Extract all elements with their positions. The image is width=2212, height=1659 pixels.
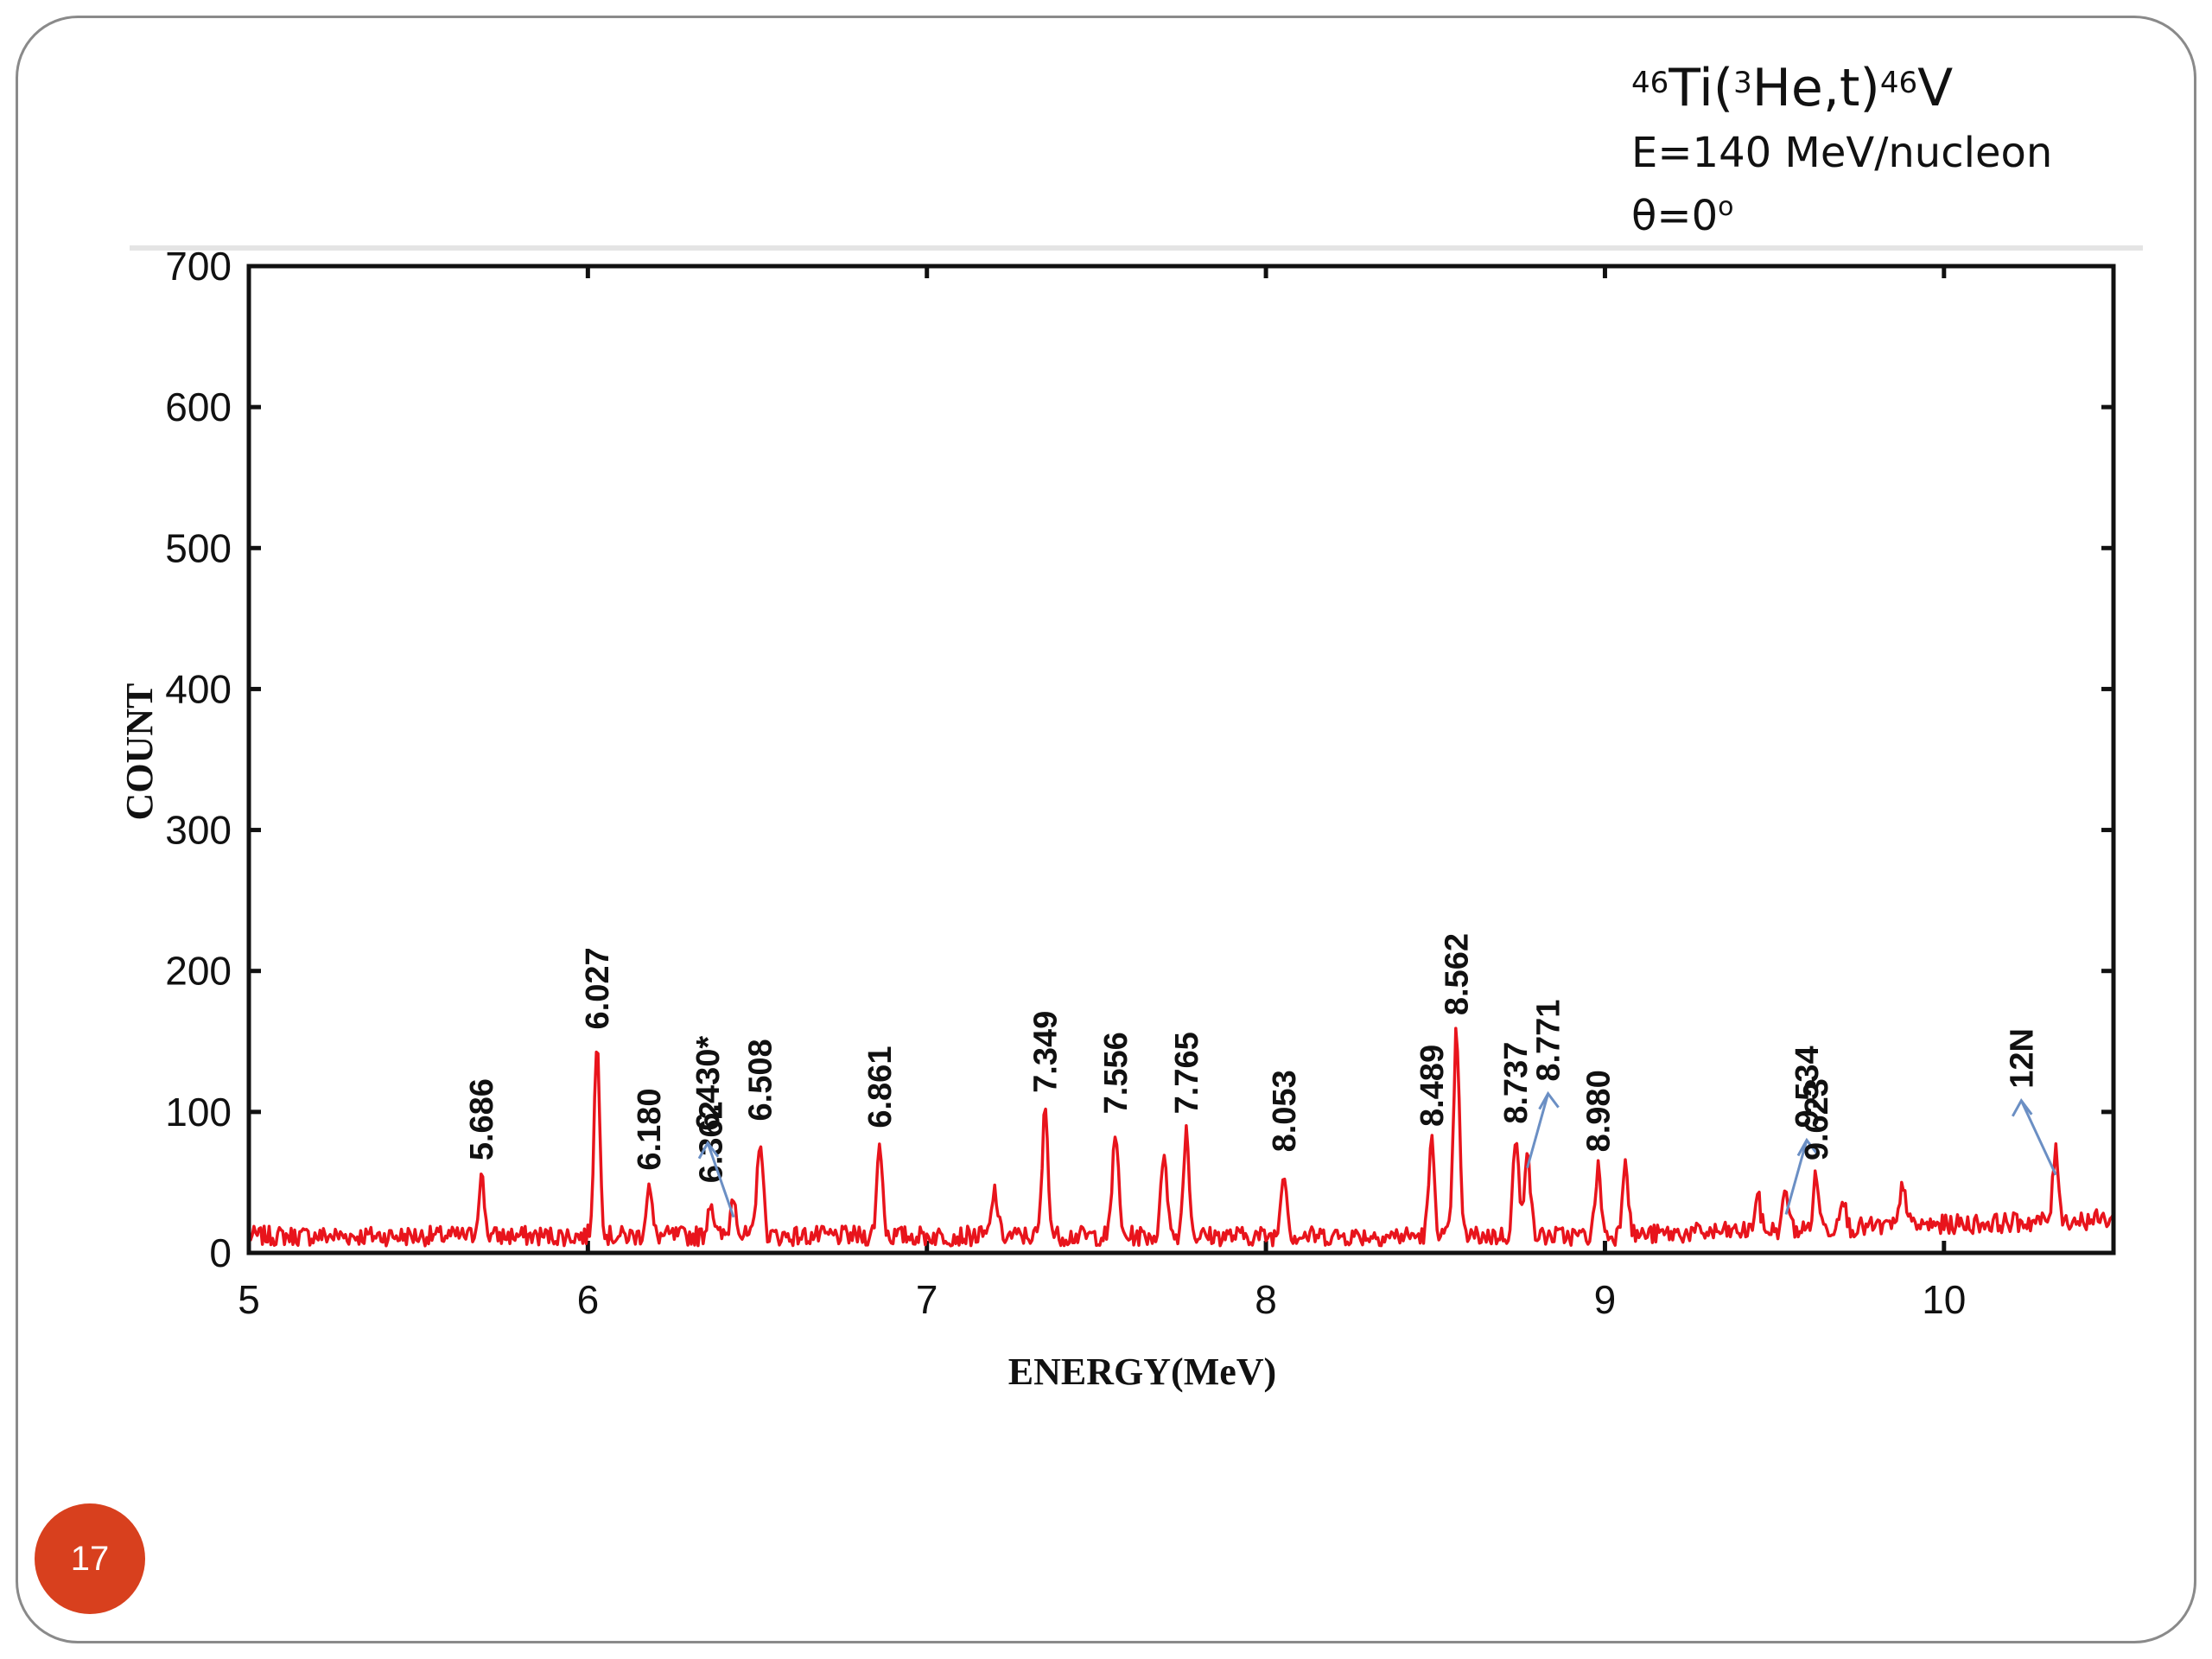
annotation-arrowhead	[2011, 1098, 2033, 1117]
peak-label: 8.980	[1581, 1070, 1618, 1152]
y-tick-label: 600	[165, 385, 232, 429]
reaction-label: 46Ti(3He,t)46V E=140 MeV/nucleon θ=0o	[1631, 52, 2052, 242]
reaction-equation: 46Ti(3He,t)46V	[1631, 58, 1954, 118]
y-tick-label: 200	[165, 949, 232, 994]
annotation-arrowhead	[1796, 1137, 1819, 1157]
slide-frame	[16, 16, 2196, 1643]
y-tick-label: 500	[165, 525, 232, 570]
y-tick-label: 0	[209, 1230, 232, 1275]
page-number-badge: 17	[35, 1503, 145, 1614]
scattering-angle: θ=0o	[1631, 192, 1734, 240]
x-tick-label: 9	[1594, 1277, 1617, 1322]
beam-energy: E=140 MeV/nucleon	[1631, 129, 2053, 177]
x-tick-label: 10	[1922, 1277, 1966, 1322]
x-tick-label: 5	[238, 1277, 260, 1322]
peak-label: 6.027	[580, 947, 616, 1029]
peak-label: 6.508	[743, 1039, 779, 1121]
peak-label: 8.053	[1267, 1070, 1303, 1152]
peak-label: 8.737	[1498, 1042, 1535, 1124]
x-axis-title: ENERGY(MeV)	[1008, 1351, 1276, 1393]
peak-label: 9.623	[1799, 1078, 1835, 1160]
annotation-arrowhead	[697, 1140, 720, 1160]
annotation-arrow	[2019, 1100, 2057, 1176]
peak-label: 7.556	[1098, 1032, 1135, 1114]
y-tick-label: 400	[165, 666, 232, 711]
y-axis-title: COUNT	[118, 683, 161, 821]
peak-label: 7.765	[1169, 1032, 1205, 1114]
peak-label: 6.180	[632, 1088, 668, 1170]
peak-label: 12N	[2004, 1028, 2040, 1089]
annotation-arrow	[1526, 1093, 1550, 1169]
annotation-arrow	[1784, 1140, 1808, 1215]
annotation-arrowhead	[1538, 1090, 1560, 1110]
x-tick-label: 7	[916, 1277, 938, 1322]
peak-label: 6.430*	[690, 1036, 727, 1131]
peak-label: 7.349	[1028, 1011, 1065, 1093]
peak-label: 6.362	[693, 1101, 729, 1183]
y-tick-label: 100	[165, 1090, 232, 1135]
peak-label: 8.489	[1414, 1045, 1451, 1127]
peak-label: 8.771	[1531, 1000, 1567, 1082]
annotation-arrow	[706, 1142, 735, 1218]
peak-label: 5.686	[464, 1078, 500, 1160]
plot-area	[246, 264, 2116, 1255]
x-tick-label: 8	[1255, 1277, 1277, 1322]
peak-label: 8.562	[1440, 933, 1476, 1015]
spectrum-line	[247, 1027, 2115, 1248]
y-tick-label: 700	[165, 244, 232, 289]
x-tick-label: 6	[577, 1277, 600, 1322]
peak-label: 9.534	[1789, 1046, 1826, 1128]
y-tick-label: 300	[165, 808, 232, 853]
peak-label: 6.861	[862, 1046, 899, 1128]
